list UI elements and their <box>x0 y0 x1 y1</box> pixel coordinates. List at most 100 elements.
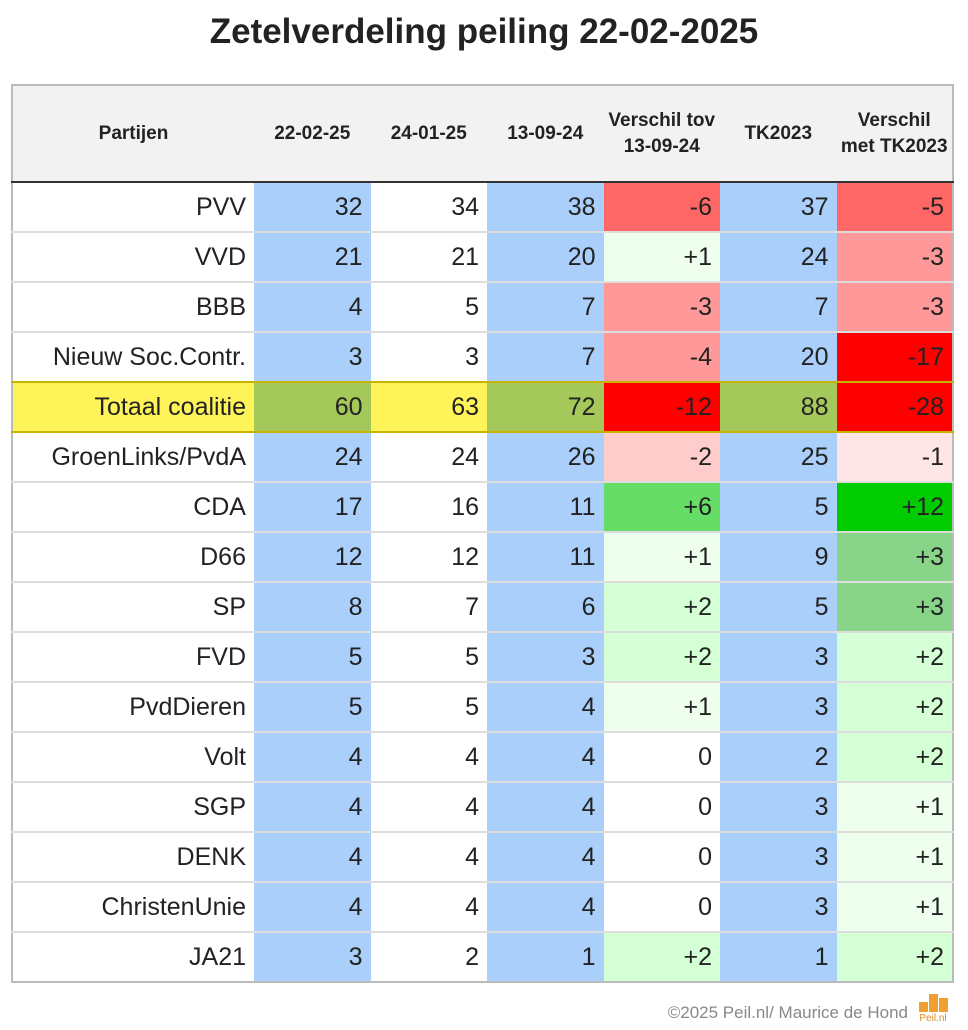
value-cell: 6 <box>487 581 604 632</box>
value-cell: 8 <box>254 581 371 632</box>
value-cell: +2 <box>836 731 953 782</box>
value-cell: 60 <box>254 381 371 433</box>
table-row: PVV 32 34 38 -6 37 -5 <box>12 181 953 232</box>
value-cell: 21 <box>370 231 487 282</box>
logo: Peil.nl <box>915 990 951 1024</box>
party-cell: CDA <box>12 481 254 532</box>
table-row: PvdDieren 5 5 4 +1 3 +2 <box>12 681 953 732</box>
value-cell: 20 <box>720 331 837 382</box>
value-cell: -3 <box>836 281 953 332</box>
value-cell: -3 <box>836 231 953 282</box>
party-cell: ChristenUnie <box>12 881 254 932</box>
party-cell: FVD <box>12 631 254 682</box>
party-cell: Nieuw Soc.Contr. <box>12 331 254 382</box>
value-cell: 4 <box>370 881 487 932</box>
value-cell: 5 <box>370 631 487 682</box>
value-cell: 4 <box>370 781 487 832</box>
value-cell: 24 <box>254 431 371 482</box>
value-cell: 38 <box>487 181 604 232</box>
value-cell: 4 <box>254 831 371 882</box>
party-cell: PVV <box>12 181 254 232</box>
value-cell: 11 <box>487 531 604 582</box>
value-cell: 3 <box>487 631 604 682</box>
value-cell: 2 <box>370 931 487 982</box>
value-cell: 1 <box>487 931 604 982</box>
value-cell: 3 <box>720 781 837 832</box>
value-cell: +1 <box>836 831 953 882</box>
value-cell: 7 <box>720 281 837 332</box>
value-cell: 4 <box>254 881 371 932</box>
value-cell: -28 <box>836 381 953 433</box>
seat-table: Partijen 22-02-25 24-01-25 13-09-24 Verschil… <box>11 84 954 983</box>
table-row: Volt 4 4 4 0 2 +2 <box>12 731 953 782</box>
header-cell: 22-02-25 <box>254 85 371 183</box>
party-cell: Volt <box>12 731 254 782</box>
party-cell: JA21 <box>12 931 254 982</box>
party-cell: Totaal coalitie <box>12 381 254 433</box>
party-cell: PvdDieren <box>12 681 254 732</box>
value-cell: -5 <box>836 181 953 232</box>
value-cell: 5 <box>370 281 487 332</box>
value-cell: +6 <box>603 481 720 532</box>
header-cell: 13-09-24 <box>487 85 604 183</box>
value-cell: 0 <box>603 731 720 782</box>
value-cell: 20 <box>487 231 604 282</box>
value-cell: +2 <box>836 931 953 982</box>
table-body: PVV 32 34 38 -6 37 -5 VVD 21 21 20 +1 24 -3 BBB 4 5 7 -3 7-… <box>12 181 953 982</box>
table-row: Nieuw Soc.Contr. 3 3 7 -4 20 -17 <box>12 331 953 382</box>
value-cell: 24 <box>370 431 487 482</box>
table-row: DENK 4 4 4 0 3 +1 <box>12 831 953 882</box>
table-row: Totaal coalitie 60 63 72 -12 88 -28 <box>12 381 953 433</box>
value-cell: +1 <box>603 231 720 282</box>
value-cell: 7 <box>370 581 487 632</box>
value-cell: 24 <box>720 231 837 282</box>
value-cell: 3 <box>720 881 837 932</box>
value-cell: -2 <box>603 431 720 482</box>
value-cell: 1 <box>720 931 837 982</box>
value-cell: 34 <box>370 181 487 232</box>
value-cell: 3 <box>720 831 837 882</box>
title: Zetelverdeling peiling 22-02-2025 <box>209 12 759 51</box>
value-cell: 7 <box>487 281 604 332</box>
value-cell: 17 <box>254 481 371 532</box>
value-cell: +2 <box>836 681 953 732</box>
value-cell: 3 <box>370 331 487 382</box>
value-cell: 4 <box>370 731 487 782</box>
party-cell: DENK <box>12 831 254 882</box>
value-cell: +3 <box>836 531 953 582</box>
value-cell: 5 <box>720 581 837 632</box>
value-cell: 32 <box>254 181 371 232</box>
value-cell: +1 <box>603 681 720 732</box>
value-cell: 12 <box>254 531 371 582</box>
party-cell: GroenLinks/PvdA <box>12 431 254 482</box>
value-cell: 26 <box>487 431 604 482</box>
value-cell: 7 <box>487 331 604 382</box>
value-cell: -3 <box>603 281 720 332</box>
value-cell: 12 <box>370 531 487 582</box>
header-cell: TK2023 <box>720 85 837 183</box>
party-cell: D66 <box>12 531 254 582</box>
value-cell: 4 <box>254 731 371 782</box>
logo-text: Peil.nl <box>919 1013 947 1024</box>
value-cell: 4 <box>487 881 604 932</box>
table-row: VVD 21 21 20 +1 24 -3 <box>12 231 953 282</box>
party-cell: SGP <box>12 781 254 832</box>
value-cell: 9 <box>720 531 837 582</box>
party-cell: BBB <box>12 281 254 332</box>
value-cell: -4 <box>603 331 720 382</box>
value-cell: +12 <box>836 481 953 532</box>
value-cell: 4 <box>254 781 371 832</box>
value-cell: -17 <box>836 331 953 382</box>
value-cell: +2 <box>603 931 720 982</box>
value-cell: 3 <box>720 631 837 682</box>
value-cell: +1 <box>836 881 953 932</box>
value-cell: 0 <box>603 831 720 882</box>
value-cell: -6 <box>603 181 720 232</box>
value-cell: +2 <box>603 581 720 632</box>
table-row: SGP 4 4 4 0 3 +1 <box>12 781 953 832</box>
value-cell: 4 <box>487 781 604 832</box>
value-cell: 25 <box>720 431 837 482</box>
value-cell: 0 <box>603 881 720 932</box>
value-cell: 0 <box>603 781 720 832</box>
value-cell: 37 <box>720 181 837 232</box>
